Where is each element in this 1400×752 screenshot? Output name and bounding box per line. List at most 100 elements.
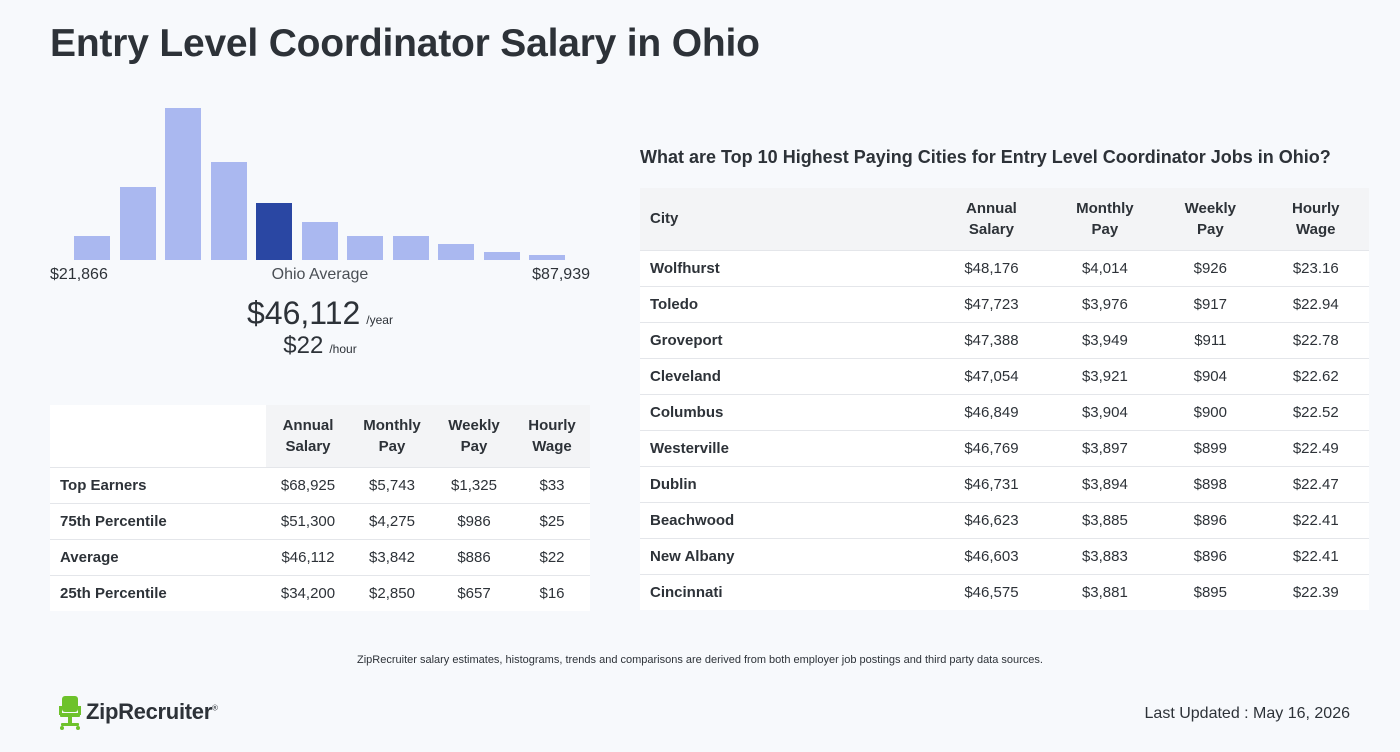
header-line: Pay (460, 437, 488, 455)
table-cell: $899 (1158, 429, 1263, 466)
header-line: Salary (285, 437, 331, 455)
header-line: Salary (968, 220, 1014, 238)
table-cell: $1,325 (434, 466, 514, 503)
table-row: Groveport $47,388 $3,949 $911 $22.78 (640, 321, 1369, 358)
table-row: Cleveland $47,054 $3,921 $904 $22.62 (640, 357, 1369, 394)
row-label: Average (50, 538, 266, 575)
header-line: Pay (1091, 220, 1119, 238)
header-line: Weekly (448, 416, 500, 434)
table-cell: $3,883 (1051, 537, 1159, 574)
table-row: Average $46,112 $3,842 $886 $22 (50, 538, 590, 575)
table-row: Toledo $47,723 $3,976 $917 $22.94 (640, 285, 1369, 322)
table-cell: $911 (1158, 321, 1263, 358)
header-line: Wage (532, 437, 572, 455)
header-line: Monthly (1076, 199, 1134, 217)
table-cell: $25 (514, 502, 590, 539)
city-table: City Annual Salary Monthly Pay Weekly Pay Hour… (640, 188, 1369, 610)
table-row: Columbus $46,849 $3,904 $900 $22.52 (640, 393, 1369, 430)
table-row: Cincinnati $46,575 $3,881 $895 $22.39 (640, 573, 1369, 610)
header-line: Hourly (1292, 199, 1340, 217)
table-row: 75th Percentile $51,300 $4,275 $986 $25 (50, 502, 590, 539)
histogram-min-label: $21,866 (50, 266, 108, 283)
table-cell: $4,014 (1051, 249, 1159, 286)
table-cell: $22.49 (1262, 429, 1369, 466)
table-cell: $886 (434, 538, 514, 575)
histogram-bar (347, 236, 383, 260)
table-row: Top Earners $68,925 $5,743 $1,325 $33 (50, 466, 590, 503)
city-table-header: City Annual Salary Monthly Pay Weekly Pay Hour… (640, 188, 1369, 250)
table-row: Wolfhurst $48,176 $4,014 $926 $23.16 (640, 249, 1369, 286)
table-cell: $46,623 (931, 501, 1052, 538)
table-cell: $898 (1158, 465, 1263, 502)
table-cell: $22.41 (1262, 501, 1369, 538)
table-cell: $22 (514, 538, 590, 575)
average-hourly: $22/hour (50, 332, 590, 360)
table-cell: $3,881 (1051, 573, 1159, 610)
city-name: Wolfhurst (640, 249, 932, 286)
table-cell: $46,731 (931, 465, 1052, 502)
histogram-bar (483, 252, 520, 260)
header-line: Weekly (1184, 199, 1237, 217)
city-name: Cincinnati (640, 573, 932, 610)
table-cell: $22.94 (1262, 285, 1369, 322)
last-updated: Last Updated : May 16, 2026 (1144, 705, 1350, 722)
table-cell: $5,743 (350, 466, 434, 503)
city-name: Columbus (640, 393, 932, 430)
header-line: Wage (1296, 220, 1336, 238)
table-cell: $46,575 (931, 573, 1052, 610)
header-line: Annual (282, 416, 334, 434)
ziprecruiter-logo[interactable]: ZipRecruiter® (58, 694, 218, 730)
header-blank (50, 405, 266, 467)
table-cell: $23.16 (1262, 249, 1369, 286)
city-name: Westerville (640, 429, 932, 466)
header-line: Monthly (363, 416, 421, 434)
disclaimer: ZipRecruiter salary estimates, histogram… (357, 654, 1043, 666)
table-cell: $46,112 (266, 538, 350, 575)
histogram-bar (210, 162, 247, 260)
histogram-bar (165, 108, 201, 260)
average-hourly-value: $22 (283, 332, 324, 359)
table-row: Dublin $46,731 $3,894 $898 $22.47 (640, 465, 1369, 502)
average-annual: $46,112/year (50, 295, 590, 332)
table-cell: $47,723 (931, 285, 1052, 322)
table-cell: $22.39 (1262, 573, 1369, 610)
chair-icon (59, 696, 81, 730)
table-cell: $51,300 (266, 502, 350, 539)
city-name: Beachwood (640, 501, 932, 538)
table-cell: $46,603 (931, 537, 1052, 574)
histogram-bar (438, 244, 474, 260)
percentile-column-header: Weekly Pay (434, 405, 514, 467)
histogram-max-label: $87,939 (532, 266, 590, 283)
table-cell: $46,769 (931, 429, 1052, 466)
table-cell: $33 (514, 466, 590, 503)
table-cell: $22.41 (1262, 537, 1369, 574)
row-label: 75th Percentile (50, 502, 266, 539)
table-cell: $68,925 (266, 466, 350, 503)
row-label: Top Earners (50, 466, 266, 503)
table-cell: $904 (1158, 357, 1263, 394)
table-cell: $3,921 (1051, 357, 1159, 394)
table-cell: $986 (434, 502, 514, 539)
table-cell: $3,894 (1051, 465, 1159, 502)
table-cell: $47,388 (931, 321, 1052, 358)
table-cell: $22.62 (1262, 357, 1369, 394)
table-cell: $3,976 (1051, 285, 1159, 322)
table-cell: $46,849 (931, 393, 1052, 430)
table-cell: $3,842 (350, 538, 434, 575)
salary-histogram (50, 100, 590, 260)
city-column-header: Annual Salary (931, 188, 1052, 250)
table-cell: $895 (1158, 573, 1263, 610)
table-cell: $896 (1158, 537, 1263, 574)
city-name: Dublin (640, 465, 932, 502)
city-column-header: Monthly Pay (1051, 188, 1159, 250)
city-table-title: What are Top 10 Highest Paying Cities fo… (640, 147, 1331, 167)
table-row: Westerville $46,769 $3,897 $899 $22.49 (640, 429, 1369, 466)
table-cell: $3,949 (1051, 321, 1159, 358)
histogram-bar (392, 236, 429, 260)
average-annual-value: $46,112 (247, 295, 361, 331)
histogram-average-label: Ohio Average (271, 266, 369, 283)
table-row: Beachwood $46,623 $3,885 $896 $22.41 (640, 501, 1369, 538)
histogram-bar (529, 255, 565, 260)
header-line: Pay (1196, 220, 1224, 238)
percentile-column-header: Hourly Wage (514, 405, 590, 467)
